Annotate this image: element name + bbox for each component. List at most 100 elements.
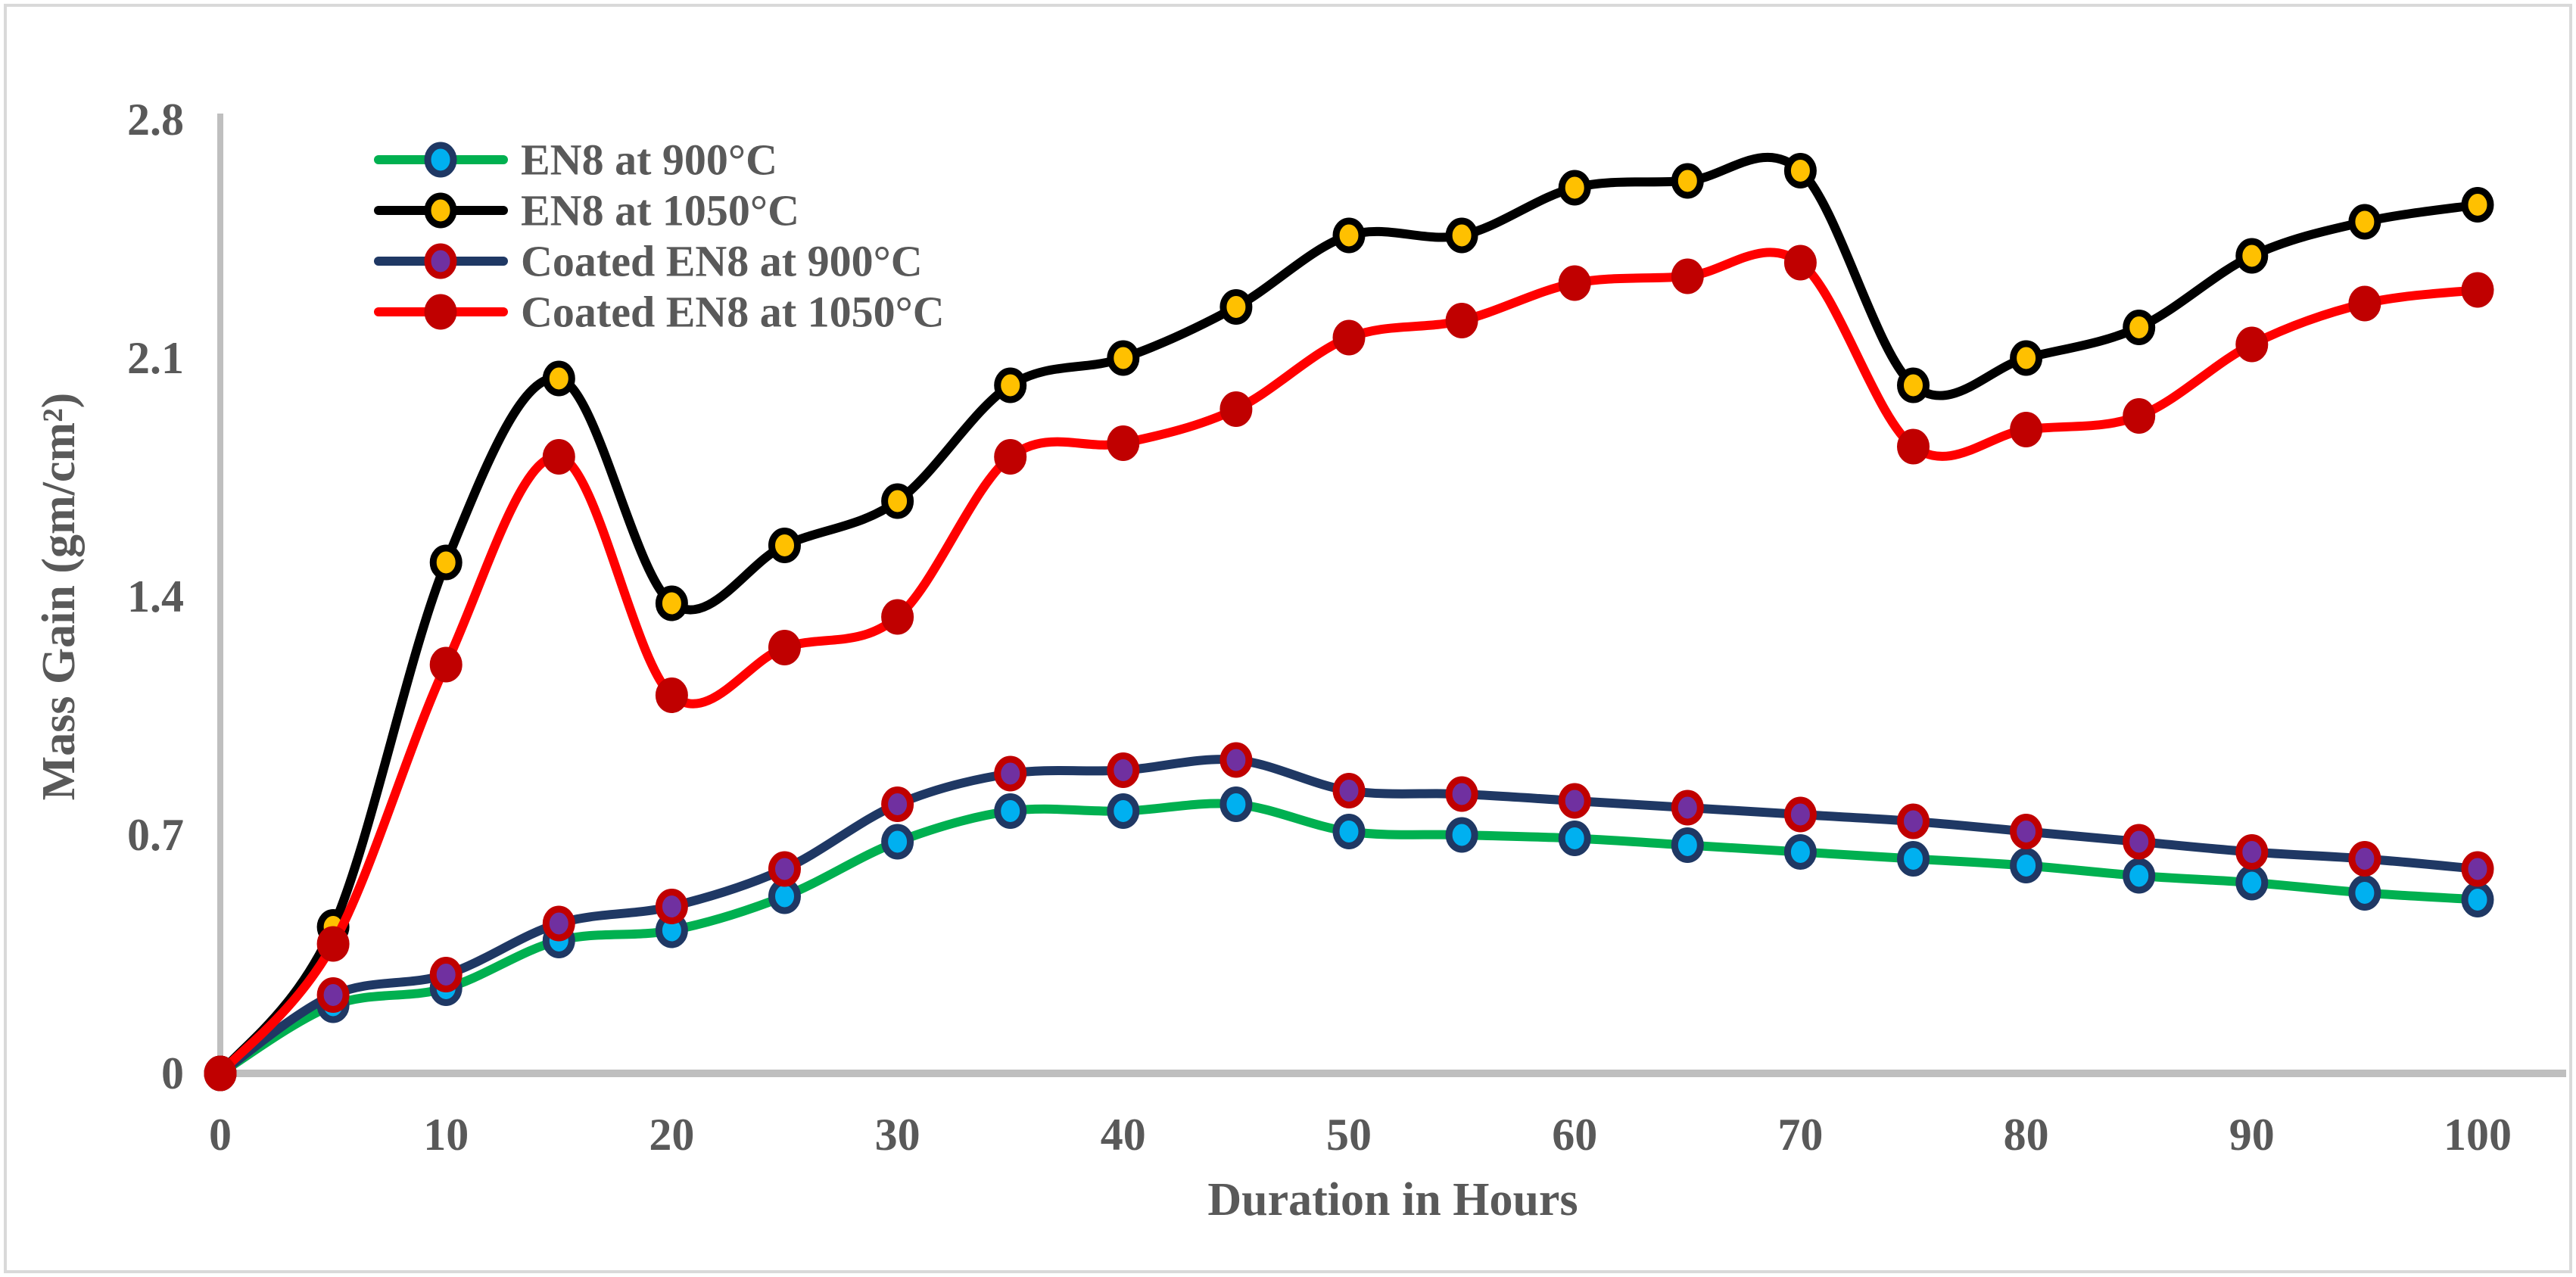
data-point-marker xyxy=(1897,841,1930,877)
data-point-marker xyxy=(1783,834,1817,870)
data-point-marker xyxy=(542,905,575,942)
legend-item: EN8 at 1050°C xyxy=(374,186,799,235)
x-tick-label: 20 xyxy=(649,1110,694,1160)
data-point-marker xyxy=(2348,285,2381,322)
series-4 xyxy=(204,244,2494,1092)
data-point-marker xyxy=(2235,238,2269,274)
data-point-marker xyxy=(1445,817,1478,853)
series-2 xyxy=(204,152,2494,1092)
x-tick-label: 80 xyxy=(2004,1110,2049,1160)
data-point-marker xyxy=(994,793,1027,829)
data-point-marker xyxy=(1332,217,1366,254)
data-point-marker xyxy=(994,439,1027,475)
data-point-marker xyxy=(429,544,463,581)
data-point-marker xyxy=(994,367,1027,403)
x-tick-label: 0 xyxy=(209,1110,232,1160)
data-point-marker xyxy=(1558,170,1591,206)
series-3 xyxy=(204,742,2494,1092)
data-point-marker xyxy=(1219,391,1253,427)
data-point-marker xyxy=(2123,858,2156,894)
data-point-marker xyxy=(1558,783,1591,819)
x-tick-label: 30 xyxy=(875,1110,920,1160)
data-point-marker xyxy=(2123,310,2156,345)
x-tick-label: 70 xyxy=(1777,1110,1823,1160)
data-point-marker xyxy=(2461,272,2494,308)
data-point-marker xyxy=(429,957,463,992)
data-point-marker xyxy=(542,360,575,397)
data-point-marker xyxy=(2461,187,2494,223)
data-point-marker xyxy=(768,528,801,563)
data-point-marker xyxy=(1783,796,1817,833)
legend-marker-icon xyxy=(424,142,457,178)
data-point-marker xyxy=(2461,882,2494,917)
legend-label: Coated EN8 at 1050°C xyxy=(521,288,945,337)
series-line xyxy=(216,152,2482,1078)
series-line xyxy=(216,248,2482,1078)
data-point-marker xyxy=(1558,821,1591,856)
legend-marker-icon xyxy=(424,243,457,279)
data-point-marker xyxy=(2348,204,2381,240)
y-axis-title: Mass Gain (gm/cm²) xyxy=(33,393,85,801)
data-point-marker xyxy=(1445,217,1478,254)
y-tick-label: 2.1 xyxy=(127,333,184,383)
data-point-marker xyxy=(2010,340,2043,376)
data-point-marker xyxy=(1671,790,1704,826)
x-tick-label: 60 xyxy=(1552,1110,1597,1160)
x-tick-label: 90 xyxy=(2229,1110,2275,1160)
data-point-marker xyxy=(1107,425,1140,461)
chart-frame xyxy=(4,4,2572,1273)
legend-label: Coated EN8 at 900°C xyxy=(521,237,923,286)
y-tick-label: 0 xyxy=(161,1048,184,1098)
data-point-marker xyxy=(1219,289,1253,325)
y-tick-label: 1.4 xyxy=(127,572,184,621)
data-point-marker xyxy=(2461,851,2494,887)
data-point-marker xyxy=(1107,340,1140,376)
legend-item: Coated EN8 at 1050°C xyxy=(374,288,945,337)
data-point-marker xyxy=(2123,824,2156,860)
x-tick-label: 40 xyxy=(1101,1110,1146,1160)
data-point-marker xyxy=(655,677,688,713)
data-point-marker xyxy=(1897,367,1930,403)
data-point-marker xyxy=(429,646,463,683)
data-point-marker xyxy=(1332,814,1366,849)
data-point-marker xyxy=(2010,814,2043,849)
y-tick-label: 0.7 xyxy=(127,810,184,860)
data-point-marker xyxy=(1671,163,1704,199)
data-point-marker xyxy=(2235,326,2269,363)
legend-label: EN8 at 900°C xyxy=(521,135,777,185)
data-point-marker xyxy=(2010,848,2043,883)
data-point-marker xyxy=(881,483,914,519)
data-point-marker xyxy=(1671,827,1704,863)
data-point-marker xyxy=(655,585,688,621)
data-point-marker xyxy=(1897,428,1930,465)
data-point-marker xyxy=(881,824,914,860)
data-point-marker xyxy=(655,889,688,924)
data-point-marker xyxy=(1783,153,1817,188)
data-point-marker xyxy=(2235,834,2269,870)
data-point-marker xyxy=(2348,875,2381,911)
legend-item: Coated EN8 at 900°C xyxy=(374,237,923,286)
data-point-marker xyxy=(768,630,801,665)
data-point-marker xyxy=(316,926,350,962)
data-point-marker xyxy=(881,599,914,635)
data-point-marker xyxy=(1332,319,1366,356)
data-point-marker xyxy=(1107,793,1140,829)
data-point-marker xyxy=(204,1055,237,1092)
x-tick-label: 100 xyxy=(2444,1110,2512,1160)
data-point-marker xyxy=(316,977,350,1013)
x-tick-label: 50 xyxy=(1326,1110,1372,1160)
data-point-marker xyxy=(1897,803,1930,839)
data-point-marker xyxy=(1332,773,1366,808)
data-point-marker xyxy=(2348,841,2381,877)
data-point-marker xyxy=(2123,398,2156,434)
data-point-marker xyxy=(2235,864,2269,901)
data-point-marker xyxy=(994,755,1027,792)
data-point-marker xyxy=(1219,742,1253,778)
data-point-marker xyxy=(1671,258,1704,294)
x-tick-label: 10 xyxy=(423,1110,469,1160)
data-point-marker xyxy=(768,851,801,887)
data-point-marker xyxy=(1107,752,1140,788)
data-point-marker xyxy=(2010,412,2043,447)
